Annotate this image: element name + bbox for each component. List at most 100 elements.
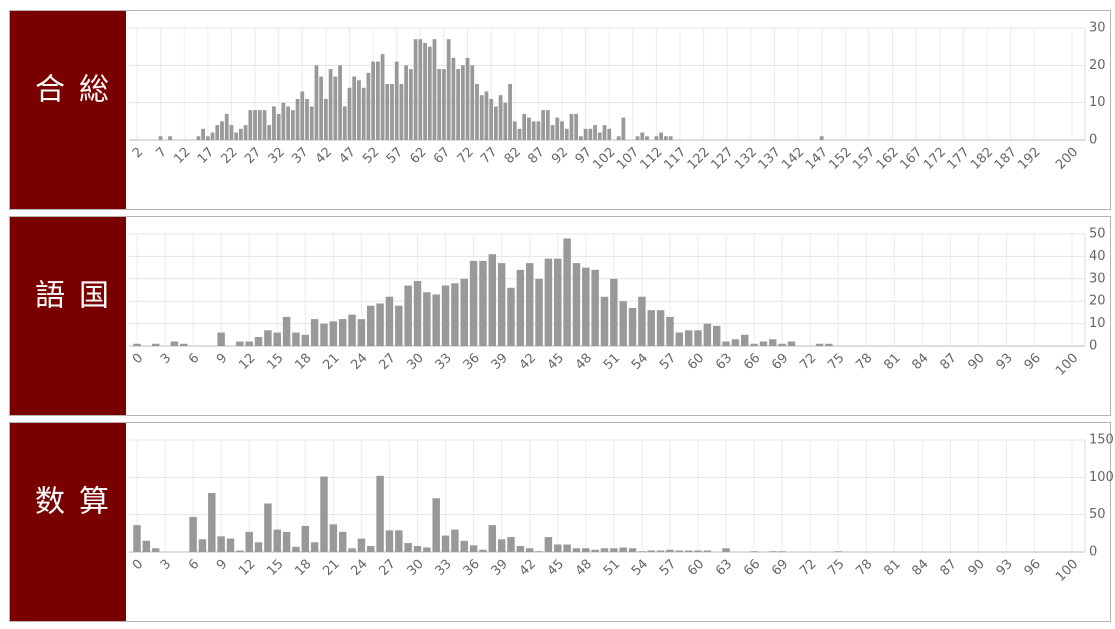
bar bbox=[712, 325, 721, 346]
bar bbox=[437, 69, 442, 140]
bar bbox=[385, 84, 390, 140]
bar bbox=[320, 476, 328, 552]
bar bbox=[254, 542, 263, 552]
bar bbox=[544, 537, 553, 552]
bar bbox=[703, 323, 712, 346]
bar bbox=[591, 549, 599, 552]
bar bbox=[460, 540, 468, 552]
bar bbox=[224, 113, 229, 140]
bar bbox=[522, 113, 527, 140]
bar bbox=[282, 531, 291, 552]
bar bbox=[574, 113, 579, 140]
bar bbox=[413, 281, 422, 346]
x-tick-label: 142 bbox=[779, 145, 807, 173]
y-tick-label: 50 bbox=[1089, 507, 1106, 522]
x-tick-label: 96 bbox=[1022, 557, 1044, 579]
x-tick-label: 96 bbox=[1022, 351, 1044, 373]
y-tick-label: 30 bbox=[1089, 271, 1106, 286]
bar bbox=[741, 334, 749, 346]
x-tick-label: 192 bbox=[1015, 145, 1043, 173]
bar bbox=[276, 113, 281, 140]
bar bbox=[456, 69, 460, 140]
x-tick-label: 93 bbox=[994, 557, 1016, 579]
bar bbox=[376, 475, 384, 552]
bar bbox=[498, 95, 503, 140]
bar bbox=[319, 76, 324, 140]
bar bbox=[329, 524, 338, 552]
bar bbox=[497, 539, 506, 552]
x-tick-label: 18 bbox=[292, 351, 314, 373]
x-tick-label: 66 bbox=[741, 351, 763, 373]
x-tick-label: 100 bbox=[1053, 351, 1081, 379]
x-tick-label: 33 bbox=[433, 351, 455, 373]
panel: 算数 bbox=[9, 422, 1111, 622]
bar bbox=[527, 117, 531, 140]
bar bbox=[616, 136, 621, 140]
bar bbox=[516, 269, 525, 346]
x-tick-label: 92 bbox=[549, 145, 571, 167]
bar bbox=[722, 341, 730, 346]
bar bbox=[432, 39, 437, 141]
bar bbox=[769, 339, 777, 346]
bar bbox=[666, 549, 674, 552]
y-tick-label: 40 bbox=[1089, 249, 1106, 264]
bar bbox=[198, 539, 207, 552]
bar bbox=[441, 535, 450, 552]
x-tick-label: 6 bbox=[186, 351, 202, 367]
bar bbox=[484, 91, 489, 140]
bar bbox=[569, 113, 574, 140]
y-tick-label: 0 bbox=[1089, 545, 1097, 560]
bar bbox=[367, 546, 375, 552]
x-tick-label: 22 bbox=[218, 145, 240, 167]
bar bbox=[600, 548, 609, 552]
x-tick-label: 24 bbox=[348, 351, 370, 373]
x-tick-label: 152 bbox=[826, 145, 854, 173]
bar bbox=[170, 341, 179, 346]
y-tick-label: 30 bbox=[1089, 21, 1106, 36]
bar bbox=[394, 61, 399, 140]
bar bbox=[654, 136, 659, 140]
bar bbox=[451, 283, 459, 346]
bar bbox=[507, 537, 515, 552]
bar bbox=[328, 69, 333, 140]
bar bbox=[348, 314, 356, 346]
x-tick-label: 15 bbox=[264, 557, 286, 579]
bar bbox=[217, 332, 225, 346]
bar bbox=[413, 39, 418, 141]
bar bbox=[619, 301, 627, 346]
x-tick-label: 100 bbox=[1053, 557, 1081, 585]
bar bbox=[512, 121, 517, 140]
x-tick-label: 87 bbox=[937, 557, 959, 579]
x-tick-label: 36 bbox=[461, 351, 483, 373]
bar bbox=[180, 343, 188, 346]
x-tick-label: 162 bbox=[874, 145, 902, 173]
x-tick-label: 15 bbox=[264, 351, 286, 373]
x-tick-label: 42 bbox=[517, 351, 539, 373]
bar bbox=[301, 334, 310, 346]
bar bbox=[640, 132, 645, 140]
bar bbox=[432, 294, 440, 346]
x-tick-label: 66 bbox=[741, 557, 763, 579]
x-tick-label: 200 bbox=[1053, 145, 1081, 173]
bar bbox=[508, 84, 512, 140]
bar bbox=[597, 132, 602, 140]
bar bbox=[229, 125, 234, 140]
bar bbox=[656, 310, 665, 346]
bar bbox=[338, 65, 342, 140]
subject-label: 総合 bbox=[10, 11, 126, 209]
bar bbox=[647, 550, 655, 552]
bar bbox=[531, 121, 536, 140]
bar bbox=[628, 548, 637, 552]
bar bbox=[264, 503, 272, 552]
bar bbox=[560, 121, 564, 140]
bar bbox=[545, 110, 550, 140]
x-tick-label: 30 bbox=[404, 557, 426, 579]
bar bbox=[281, 102, 286, 140]
bar bbox=[554, 258, 562, 346]
x-tick-label: 37 bbox=[289, 145, 311, 167]
x-tick-label: 82 bbox=[502, 145, 524, 167]
x-tick-label: 84 bbox=[909, 557, 931, 579]
bar bbox=[292, 332, 300, 346]
bar bbox=[385, 296, 394, 346]
x-tick-label: 3 bbox=[158, 351, 174, 367]
